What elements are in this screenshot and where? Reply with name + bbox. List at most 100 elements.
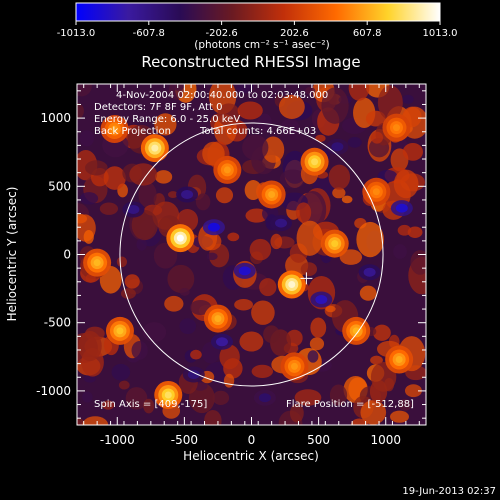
- y-tick-label: 1000: [40, 111, 71, 125]
- heatmap-coldspot-core: [395, 203, 408, 213]
- heatmap-layer: [77, 84, 426, 425]
- y-tick-label: 500: [48, 179, 71, 193]
- heatmap-hotspot: [331, 240, 339, 248]
- heatmap-blob: [393, 244, 407, 259]
- heatmap-blob: [402, 142, 424, 161]
- heatmap-blob: [359, 285, 377, 301]
- heatmap-blob: [77, 418, 85, 425]
- colorbar-tick-label: 1013.0: [423, 28, 458, 39]
- heatmap-blob: [393, 169, 419, 199]
- heatmap-blob: [377, 169, 398, 183]
- heatmap-blob: [190, 349, 202, 360]
- heatmap-blob: [219, 344, 240, 370]
- heatmap-hotspot: [395, 356, 403, 364]
- heatmap-blob: [305, 86, 316, 95]
- heatmap-blob: [278, 94, 305, 119]
- heatmap-blob: [321, 87, 349, 124]
- heatmap-blob: [262, 136, 285, 163]
- heatmap-blob: [85, 160, 108, 176]
- colorbar-tick-label: -202.6: [205, 28, 237, 39]
- heatmap-hotspot: [116, 327, 124, 335]
- colorbar-bar: [75, 2, 441, 22]
- heatmap-blob: [373, 324, 391, 341]
- heatmap-blob: [263, 325, 280, 344]
- heatmap-blob: [315, 134, 326, 142]
- heatmap-blob: [407, 226, 423, 238]
- heatmap-hotspot: [111, 125, 119, 133]
- heatmap-blob: [77, 102, 84, 120]
- heatmap-blob: [236, 84, 254, 94]
- heatmap-blob: [341, 195, 353, 204]
- heatmap-hotspot: [372, 188, 380, 196]
- colorbar-tick-label: 202.6: [280, 28, 309, 39]
- heatmap-blob: [296, 220, 324, 256]
- annotation-total-counts: Total counts: 4.66E+03: [199, 126, 316, 137]
- y-tick-labels: -1000 -500 0 500 1000: [36, 111, 71, 398]
- heatmap-blob: [251, 364, 274, 378]
- heatmap-blob: [360, 400, 387, 425]
- heatmap-blob: [77, 84, 92, 97]
- heatmap-blob: [300, 262, 318, 277]
- heatmap-blob: [179, 318, 197, 335]
- heatmap-blob: [83, 374, 96, 383]
- heatmap-blob: [143, 398, 155, 414]
- colorbar-tick-label: -1013.0: [57, 28, 96, 39]
- heatmap-coldspot-core: [215, 337, 228, 347]
- x-tick-labels: -1000 -500 0 500 1000: [100, 433, 401, 447]
- annotation-energy-range: Energy Range: 6.0 - 25.0 keV: [94, 114, 240, 125]
- colorbar-units-label: (photons cm⁻² s⁻¹ asec⁻²): [194, 39, 329, 51]
- heatmap-blob: [79, 192, 99, 205]
- heatmap-blob: [377, 85, 403, 120]
- heatmap-blob: [83, 229, 94, 244]
- heatmap-coldspot-core: [331, 142, 344, 152]
- y-tick-label: -500: [44, 316, 71, 330]
- heatmap-blob: [116, 256, 128, 268]
- heatmap-coldspot-core: [127, 204, 140, 214]
- heatmap-blob: [164, 295, 184, 312]
- heatmap-blob: [136, 237, 147, 251]
- heatmap-blob: [270, 233, 283, 250]
- heatmap-blob: [237, 101, 263, 120]
- heatmap-coldspot-core: [238, 266, 251, 276]
- heatmap-blob: [294, 389, 322, 406]
- annotation-detectors: Detectors: 7F 8F 9F, Att 0: [94, 102, 222, 113]
- heatmap-blob: [118, 380, 130, 390]
- heatmap-blob: [410, 250, 426, 275]
- heatmap-coldspot-core: [187, 370, 200, 380]
- heatmap-blob: [167, 264, 195, 293]
- heatmap-blob: [179, 287, 190, 296]
- heatmap-blob: [217, 103, 241, 127]
- heatmap-blob: [120, 288, 136, 299]
- heatmap-blob: [350, 418, 369, 425]
- heatmap-blob: [168, 191, 179, 199]
- x-tick-label: -1000: [100, 433, 135, 447]
- heatmap-coldspot-core: [258, 393, 271, 403]
- heatmap-blob: [234, 298, 253, 311]
- solar-limb-circle: [119, 122, 384, 387]
- heatmap-blob: [189, 299, 212, 316]
- heatmap-blob: [99, 202, 119, 215]
- heatmap-hotspot: [288, 281, 296, 289]
- heatmap-blob: [325, 305, 336, 313]
- heatmap-blob: [227, 232, 240, 242]
- x-tick-label: 500: [307, 433, 330, 447]
- heatmap-blob: [153, 242, 178, 269]
- heatmap-blob: [78, 330, 102, 362]
- heatmap-blob: [249, 238, 272, 261]
- footer-timestamp: 19-Jun-2013 02:37: [402, 486, 496, 497]
- heatmap-blob: [370, 355, 383, 365]
- heatmap-blob: [365, 110, 386, 127]
- axis-ticks: [77, 84, 426, 425]
- heatmap-blob: [239, 331, 264, 352]
- heatmap-blob: [295, 202, 312, 223]
- heatmap-blob: [206, 252, 218, 261]
- heatmap-blob: [390, 410, 409, 423]
- heatmap-blob: [131, 209, 158, 241]
- heatmap-hotspot: [268, 190, 276, 198]
- heatmap-blob: [280, 118, 299, 135]
- heatmap-blob: [310, 317, 327, 338]
- heatmap-blob: [204, 409, 222, 425]
- heatmap-blob: [259, 278, 277, 297]
- heatmap-hotspot: [290, 362, 298, 370]
- heatmap-blob: [328, 164, 351, 190]
